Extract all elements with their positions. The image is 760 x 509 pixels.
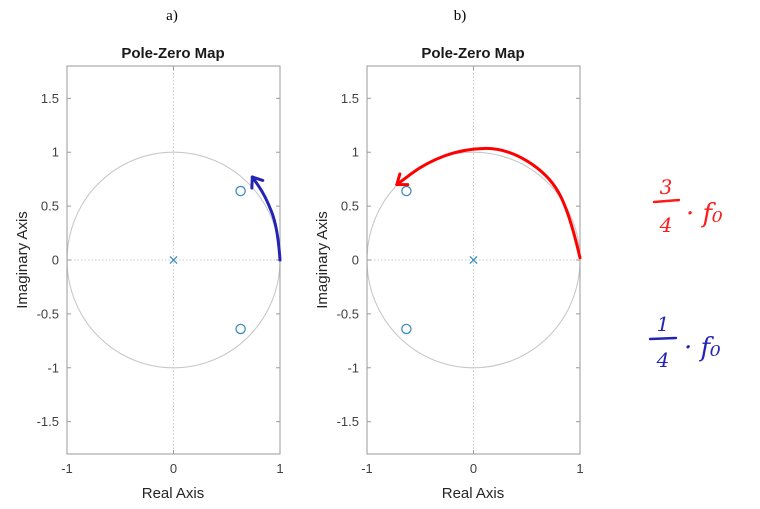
y-tick-label: 0.5 — [41, 199, 59, 214]
x-tick-label: 1 — [276, 461, 283, 476]
note-f0-term: · f₀ — [686, 199, 723, 229]
note-denominator: 4 — [659, 213, 673, 237]
y-tick-label: 0 — [352, 253, 359, 268]
pole-zero-plot-a: a) Pole-Zero Map -1 0 1-1.5-1-0.500.511.5 … — [14, 8, 284, 502]
ticks-b: -1 0 1 -1.5 -1 -0.5 0 0.5 1 1.5 — [337, 66, 584, 476]
x-tick-label: -1 — [361, 461, 373, 476]
note-fraction-bar — [648, 336, 678, 341]
annotation-a — [250, 175, 282, 262]
y-tick-label: -1 — [47, 360, 59, 375]
note-numerator: 1 — [657, 312, 670, 336]
unit-circle — [367, 151, 580, 369]
annotation-arrow-head — [250, 175, 265, 190]
note-numerator: 3 — [660, 175, 673, 199]
panel-label-b: b) — [454, 8, 467, 24]
y-tick-label: -1.5 — [337, 414, 359, 429]
y-tick-label: 1.5 — [341, 91, 359, 106]
annotation-b — [395, 146, 582, 260]
note-three-quarter-f0: 3 4 · f₀ — [652, 175, 723, 237]
x-tick-label: -1 — [61, 461, 73, 476]
note-denominator: 4 — [656, 348, 670, 372]
plot-area-b — [367, 151, 580, 369]
zero-marker — [235, 185, 246, 197]
unit-circle — [67, 151, 280, 369]
pole-zero-plot-b: b) Pole-Zero Map -1 0 1-1.5-1-0.500.511.5 … — [314, 8, 584, 502]
y-tick-label: 1 — [52, 145, 59, 160]
note-f0-term: · f₀ — [684, 333, 721, 363]
zero-marker — [401, 185, 412, 197]
y-tick-label: -1 — [347, 360, 359, 375]
zero-marker — [235, 323, 246, 335]
note-fraction-bar — [652, 198, 681, 204]
pole-marker — [169, 255, 178, 265]
ticks-a: -1 0 1 -1.5 -1 -0.5 0 0.5 1 1.5 — [37, 66, 284, 476]
panel-label-a: a) — [166, 8, 178, 24]
note-one-quarter-f0: 1 4 · f₀ — [648, 312, 721, 372]
y-tick-label: -0.5 — [37, 306, 59, 321]
y-tick-label: 0 — [52, 253, 59, 268]
y-tick-label: 1.5 — [41, 91, 59, 106]
y-tick-label: -0.5 — [337, 306, 359, 321]
x-tick-label: 0 — [170, 461, 177, 476]
pole-marker — [469, 255, 478, 265]
annotation-arrow-stroke — [395, 146, 582, 260]
plot-title-a: Pole-Zero Map — [121, 45, 224, 62]
zero-marker — [401, 323, 412, 335]
y-tick-label: 0.5 — [341, 199, 359, 214]
y-axis-label-a: Imaginary Axis — [14, 211, 31, 309]
x-axis-label-a: Real Axis — [142, 485, 205, 502]
x-tick-label: 0 — [470, 461, 477, 476]
annotation-arrow-head — [395, 172, 410, 187]
y-axis-label-b: Imaginary Axis — [314, 211, 331, 309]
plot-title-b: Pole-Zero Map — [421, 45, 524, 62]
annotation-arrow-stroke — [250, 175, 282, 262]
plot-area-a — [67, 151, 280, 369]
y-tick-label: -1.5 — [37, 414, 59, 429]
y-tick-label: 1 — [352, 145, 359, 160]
x-axis-label-b: Real Axis — [442, 485, 505, 502]
x-tick-label: 1 — [576, 461, 583, 476]
